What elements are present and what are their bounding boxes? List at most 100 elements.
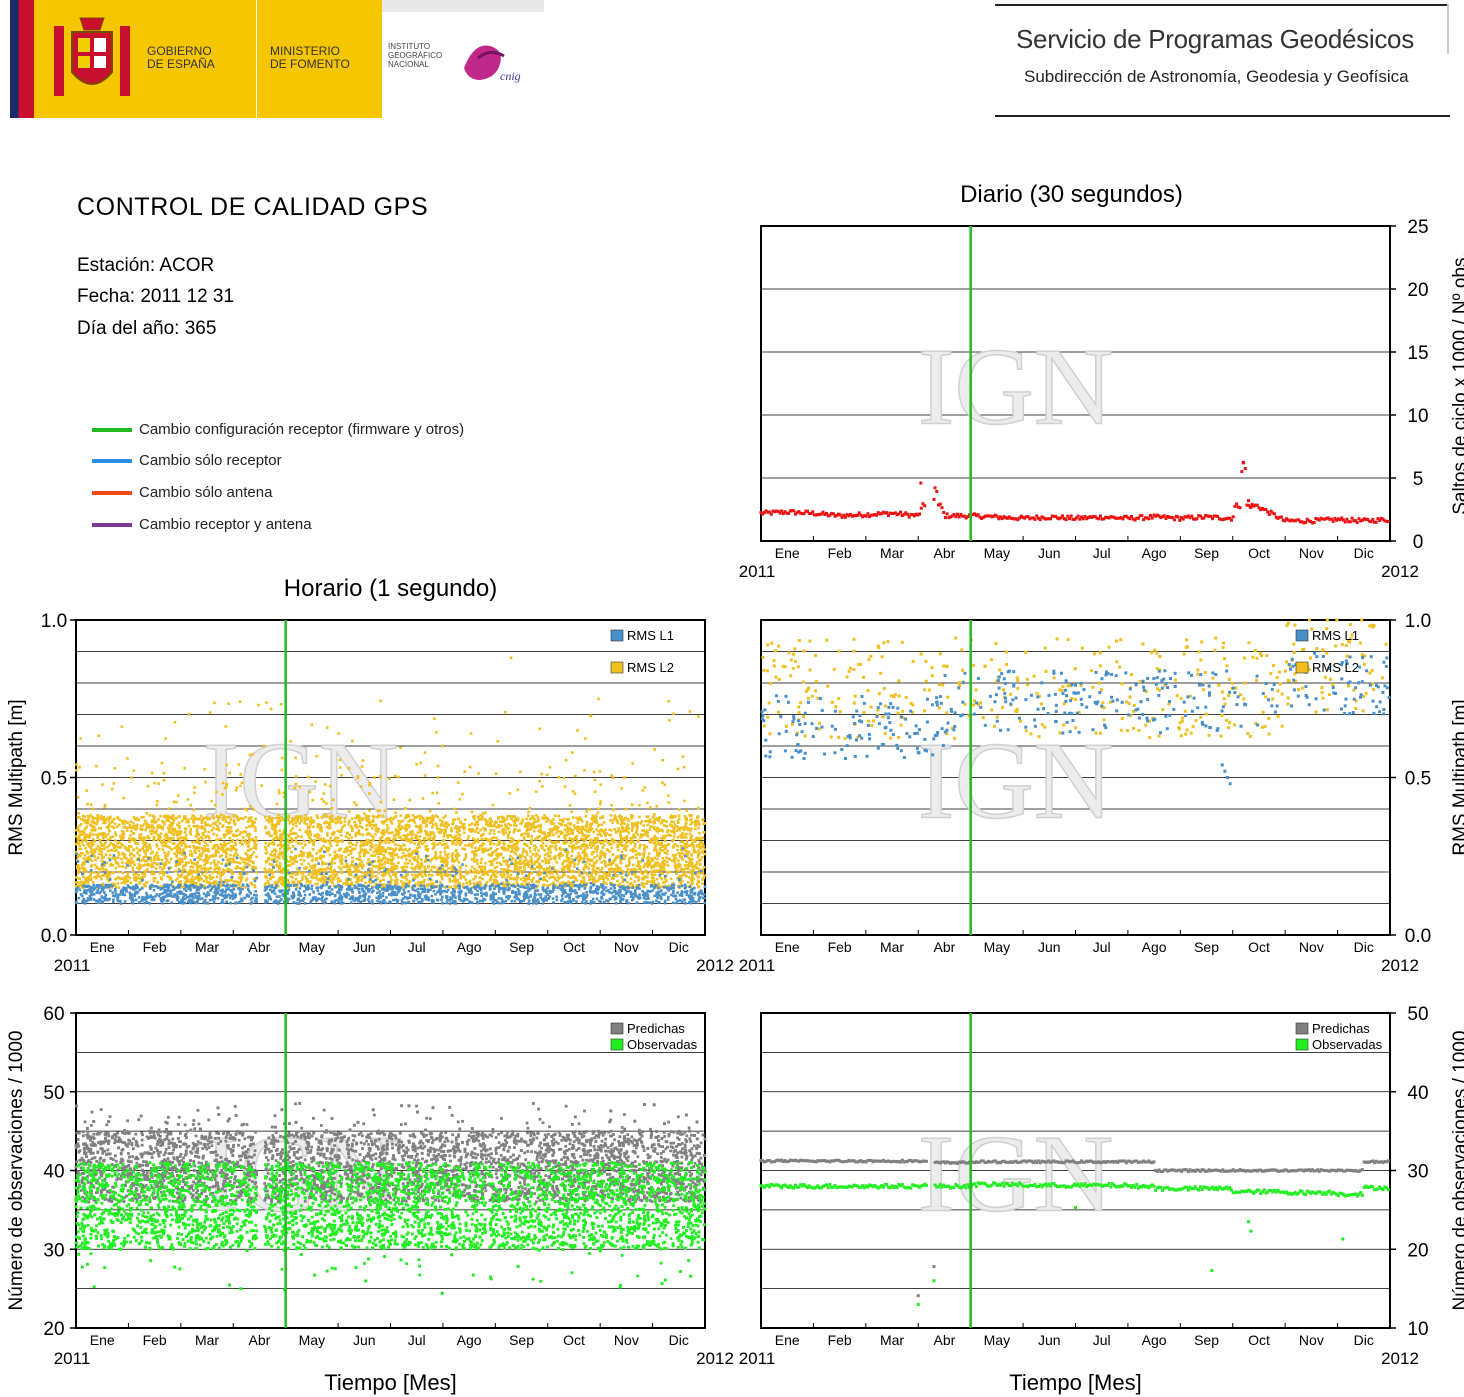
data-point-l2 (483, 847, 487, 851)
data-point-l2 (364, 814, 368, 818)
data-point (1240, 470, 1244, 474)
data-point (1052, 514, 1056, 518)
data-point (1366, 517, 1370, 521)
data-point-l2 (368, 792, 371, 795)
data-point (1262, 508, 1266, 512)
data-point-l2 (585, 861, 588, 864)
data-point-l2 (455, 811, 458, 814)
y-tick-label: 0.0 (41, 926, 67, 947)
data-point-l2 (232, 854, 236, 858)
data-point-l2 (244, 830, 248, 834)
data-point-l2 (98, 838, 102, 842)
data-point-l2 (149, 832, 153, 836)
data-point-l2 (400, 866, 404, 869)
data-point-l2 (540, 772, 543, 776)
data-point-l2 (357, 829, 361, 832)
data-point-l2 (623, 822, 626, 825)
data-point-l2 (394, 811, 397, 814)
data-point-l2 (680, 880, 684, 883)
data-point-l2 (696, 855, 700, 859)
data-point-l2 (523, 842, 526, 846)
data-point-l2 (125, 848, 129, 852)
data-point-l2 (682, 853, 686, 856)
data-point-l2 (269, 877, 272, 881)
data-point-l2 (595, 859, 599, 863)
data-point-l2 (589, 841, 592, 845)
data-point-l2 (582, 866, 586, 870)
data-point-l2 (77, 869, 81, 873)
data-point (1140, 514, 1144, 518)
data-point-l2 (264, 825, 267, 829)
data-point-l2 (515, 881, 519, 885)
data-point-l2 (232, 860, 235, 864)
data-point-l2 (199, 865, 203, 868)
data-point-l2 (129, 881, 133, 885)
data-point-l2 (203, 845, 207, 848)
data-point-l2 (167, 830, 171, 834)
data-point-l2 (670, 859, 674, 862)
data-point-l2 (92, 825, 96, 829)
data-point-l2 (620, 787, 623, 790)
data-point-l2 (374, 832, 377, 836)
data-point-l2 (116, 882, 120, 885)
data-point-l2 (489, 870, 493, 873)
data-point-l2 (132, 837, 135, 840)
data-point (1040, 515, 1044, 519)
data-point-l2 (640, 881, 644, 885)
data-point-l2 (226, 831, 230, 834)
data-point-l2 (104, 841, 107, 845)
data-point-l2 (410, 886, 414, 889)
data-point (824, 511, 828, 515)
data-point-l2 (435, 872, 439, 876)
data-point-l2 (162, 838, 166, 841)
data-point-l2 (665, 852, 669, 856)
data-point (978, 515, 982, 519)
data-point-l2 (429, 869, 433, 873)
data-point-l2 (582, 857, 586, 861)
data-point-l2 (144, 869, 148, 873)
data-point-l2 (405, 873, 409, 877)
data-point-l2 (200, 837, 204, 840)
data-point-l2 (576, 862, 580, 866)
data-point-l2 (411, 850, 415, 853)
data-point-l2 (289, 837, 293, 840)
data-point (954, 515, 958, 519)
ign-label: INSTITUTO GEOGRÁFICO NACIONAL (388, 42, 443, 69)
data-point-l2 (660, 841, 664, 844)
data-point-l2 (481, 842, 484, 846)
data-point (792, 509, 796, 513)
data-point-l2 (578, 854, 582, 858)
data-point-l2 (264, 841, 268, 845)
data-point (1228, 516, 1232, 520)
data-point-l2 (113, 822, 117, 826)
data-point-l2 (252, 861, 255, 865)
data-point-l2 (521, 818, 525, 822)
data-point-l2 (516, 847, 520, 851)
data-point-l2 (273, 852, 277, 856)
data-point-l2 (622, 818, 626, 822)
data-point-l2 (121, 871, 125, 875)
data-point-l2 (584, 835, 588, 839)
data-point-l2 (631, 815, 635, 818)
data-point-l2 (492, 859, 495, 862)
data-point-l2 (658, 865, 661, 869)
data-point-l2 (340, 828, 343, 831)
data-point (1247, 503, 1251, 507)
data-point (1288, 519, 1292, 523)
data-point-l2 (376, 809, 380, 812)
data-point-l2 (218, 855, 222, 859)
data-point-l2 (555, 872, 559, 876)
data-point-l2 (155, 803, 159, 807)
data-point-l2 (635, 826, 639, 829)
data-point-l2 (101, 817, 105, 821)
data-point-l2 (95, 833, 98, 837)
data-point-l2 (383, 860, 387, 864)
data-point-l2 (552, 881, 555, 885)
data-point-l2 (186, 879, 190, 883)
data-point-l2 (379, 852, 383, 855)
data-point (1266, 510, 1270, 514)
data-point-l2 (369, 848, 372, 851)
data-point (778, 511, 782, 515)
data-point-l2 (100, 844, 103, 847)
data-point-l2 (179, 836, 182, 840)
